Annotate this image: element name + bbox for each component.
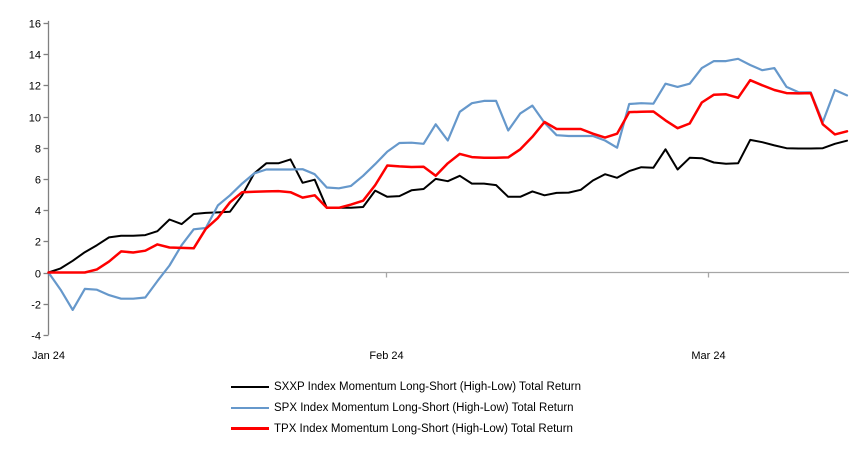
legend-item-tpx: TPX Index Momentum Long-Short (High-Low)… xyxy=(231,418,581,439)
y-axis: 16 14 12 10 8 6 4 2 0 -2 -4 xyxy=(29,19,50,343)
x-tick-label: Feb 24 xyxy=(369,350,403,362)
legend-line-swatch-spx xyxy=(231,406,269,409)
y-tick-label: 2 xyxy=(35,237,41,249)
legend-label-sxxp: SXXP Index Momentum Long-Short (High-Low… xyxy=(274,380,582,393)
legend-line-swatch-sxxp xyxy=(231,385,269,388)
y-tick-label: 0 xyxy=(35,269,41,281)
series-line-sxxp xyxy=(47,138,848,274)
y-tick-label: 16 xyxy=(29,19,41,31)
x-tick-label: Jan 24 xyxy=(32,350,65,362)
legend-item-spx: SPX Index Momentum Long-Short (High-Low)… xyxy=(231,397,581,418)
legend-label-tpx: TPX Index Momentum Long-Short (High-Low)… xyxy=(274,422,573,435)
x-axis: Jan 24 Feb 24 Mar 24 xyxy=(32,271,849,362)
x-tick-label: Mar 24 xyxy=(691,350,725,362)
y-tick-label: 10 xyxy=(29,113,41,125)
y-tick-label: 4 xyxy=(35,206,41,218)
y-tick-label: 6 xyxy=(35,175,41,187)
y-tick-label: -2 xyxy=(31,300,41,312)
y-tick-label: -4 xyxy=(31,331,41,343)
momentum-line-chart: Jan 24 Feb 24 Mar 24 16 14 12 10 8 6 4 2 0 -2 -4 xyxy=(29,19,849,362)
y-tick-label: 12 xyxy=(29,81,41,93)
legend-label-spx: SPX Index Momentum Long-Short (High-Low)… xyxy=(274,401,574,414)
legend-line-swatch-tpx xyxy=(231,427,269,430)
legend-item-sxxp: SXXP Index Momentum Long-Short (High-Low… xyxy=(231,376,581,397)
chart-legend: SXXP Index Momentum Long-Short (High-Low… xyxy=(231,376,581,439)
y-tick-label: 14 xyxy=(29,50,41,62)
series-line-tpx xyxy=(47,78,849,274)
series-line-spx xyxy=(47,57,849,311)
y-tick-label: 8 xyxy=(35,144,41,156)
